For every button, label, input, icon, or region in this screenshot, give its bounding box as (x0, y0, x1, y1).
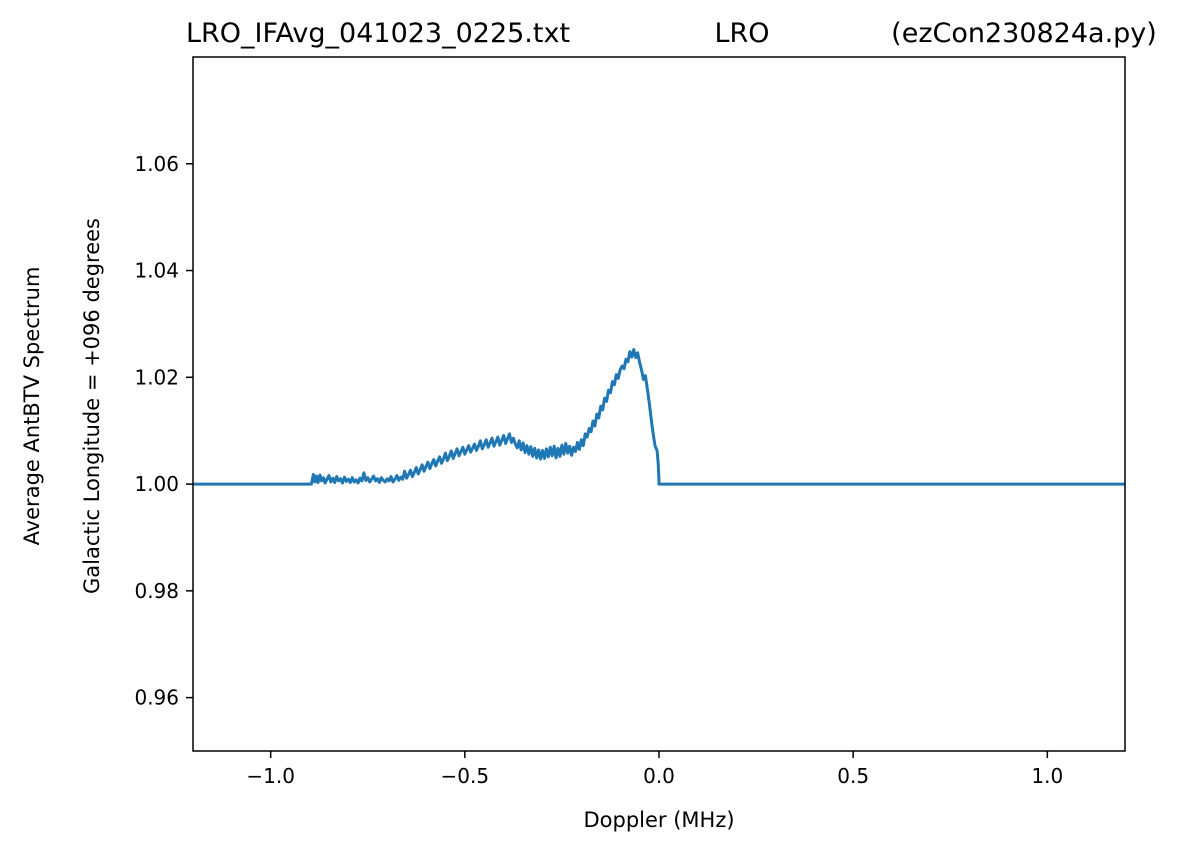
plot-frame (192, 56, 1126, 752)
series-layer (193, 348, 1125, 486)
y-axis: 0.96 0.98 1.00 1.02 1.04 1.06 (134, 152, 193, 710)
y-tick-label: 0.96 (134, 686, 179, 710)
x-axis: −1.0 −0.5 0.0 0.5 1.0 (246, 751, 1063, 788)
y-tick-label: 1.02 (134, 365, 179, 389)
chart-title-filename: LRO_IFAvg_041023_0225.txt (186, 18, 570, 49)
y-tick-label: 1.06 (134, 152, 179, 176)
x-tick-label: 0.0 (643, 764, 675, 788)
chart-title-site: LRO (714, 18, 769, 49)
y-axis-label-line-2: Galactic Longitude = +096 degrees (80, 218, 104, 594)
chart-title-program: (ezCon230824a.py) (891, 18, 1157, 49)
y-tick-label: 1.04 (134, 259, 179, 283)
y-tick-label: 0.98 (134, 579, 179, 603)
y-axis-label-line-1: Average AntBTV Spectrum (20, 267, 44, 546)
y-tick-label: 1.00 (134, 472, 179, 496)
x-tick-label: −0.5 (441, 764, 490, 788)
x-tick-label: −1.0 (246, 764, 295, 788)
x-tick-label: 1.0 (1031, 764, 1063, 788)
x-axis-label: Doppler (MHz) (583, 808, 734, 832)
spectrum-line (193, 348, 1125, 486)
x-tick-label: 0.5 (837, 764, 869, 788)
